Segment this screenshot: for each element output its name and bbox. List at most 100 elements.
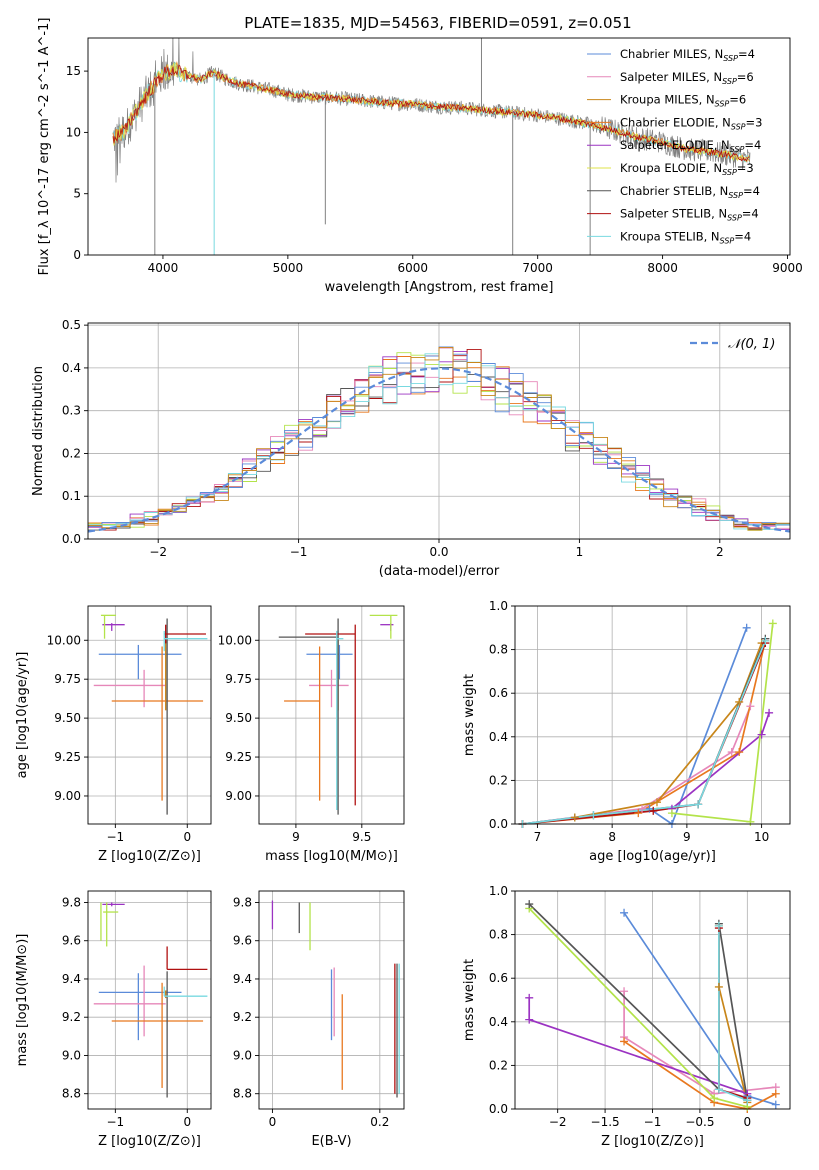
point-marker-salpeter-elodie (525, 1015, 534, 1024)
x-axis-label: age [log10(age/yr)] (589, 849, 716, 864)
point-marker-kroupa-elodie (768, 619, 777, 628)
y-tick-label: 9.4 (62, 972, 81, 986)
x-tick-label: 0.2 (370, 1115, 389, 1129)
axes-frame (87, 605, 212, 825)
y-axis-label: mass weight (462, 674, 477, 756)
legend-subscript: SSP (715, 100, 730, 109)
y-axis-label: mass [log10(M/M⊙)] (15, 934, 30, 1067)
point-marker-kroupa-miles (714, 982, 723, 991)
legend-subscript: SSP (730, 145, 745, 154)
legend-nssp-value: =4 (743, 184, 760, 198)
x-axis-label: wavelength [Angstrom, rest frame] (325, 280, 554, 295)
y-tick-label: 0.4 (489, 1015, 508, 1029)
y-tick-label: 9.25 (54, 750, 81, 764)
y-tick-label: 0.0 (489, 817, 508, 831)
axes-frame (87, 890, 212, 1110)
point-marker-kroupa-elodie (746, 817, 755, 826)
y-tick-label: 0.8 (489, 643, 508, 657)
y-tick-label: 0.2 (489, 773, 508, 787)
x-axis-label: Z [log10(Z/Z⊙)] (601, 1134, 704, 1149)
axes-frame (514, 890, 791, 1110)
legend-label-chabrier-stelib: Chabrier STELIB, NSSP=4 (620, 184, 760, 200)
legend-subscript: SSP (722, 77, 737, 86)
point-marker-salpeter-stelib (649, 806, 658, 815)
point-marker-chabrier-miles (771, 1100, 780, 1109)
x-tick-label: 0 (744, 1115, 752, 1129)
legend-nssp-value: =4 (742, 207, 759, 221)
point-marker-salpeter-miles (638, 804, 647, 813)
legend-label-kroupa-stelib: Kroupa STELIB, NSSP=4 (620, 229, 751, 245)
y-tick-label: 0.5 (62, 318, 81, 332)
y-tick-label: 9.6 (62, 934, 81, 948)
y-tick-label: 0.1 (62, 489, 81, 503)
y-tick-label: 9.6 (233, 934, 252, 948)
y-tick-label: 9.0 (233, 1048, 252, 1062)
x-tick-label: 7000 (522, 261, 553, 275)
age-vs-metallicity-panel: −1 0 9.00 9.25 9.50 9.75 10.00 Z [log10(Z/Z⊙)] a… (15, 605, 212, 864)
legend-nssp-value: =6 (729, 93, 746, 107)
y-tick-label: 10.00 (47, 633, 81, 647)
point-marker-chabrier-elodie (620, 1037, 629, 1046)
point-marker-kroupa-stelib (743, 1096, 752, 1105)
x-axis-label: E(B-V) (311, 1134, 351, 1149)
point-marker-chabrier-elodie (634, 809, 643, 818)
point-marker-salpeter-elodie (525, 993, 534, 1002)
point-marker-kroupa-elodie (710, 1094, 719, 1103)
legend-subscript: SSP (723, 54, 738, 63)
x-tick-label: 2 (716, 545, 724, 559)
point-marker-chabrier-miles (620, 908, 629, 917)
legend-subscript: SSP (727, 214, 742, 223)
x-axis-label: (data-model)/error (379, 564, 500, 579)
legend-label-chabrier-elodie: Chabrier ELODIE, NSSP=3 (620, 115, 762, 131)
point-marker-kroupa-elodie (667, 809, 676, 818)
point-marker-salpeter-miles (727, 748, 736, 757)
x-tick-label: −1 (644, 1115, 662, 1129)
legend-label-normal: 𝒩(0, 1) (728, 337, 775, 352)
x-axis-label: Z [log10(Z/Z⊙)] (98, 849, 201, 864)
y-tick-label: 9.2 (62, 1010, 81, 1024)
point-marker-kroupa-miles (570, 813, 579, 822)
y-tick-label: 10 (66, 125, 81, 139)
x-axis-label: mass [log10(M/M⊙)] (265, 849, 398, 864)
legend-subscript: SSP (728, 191, 743, 200)
mass_vs_Z-plot-area (93, 902, 208, 1098)
y-tick-label: 9.00 (54, 789, 81, 803)
y-tick-label: 0.3 (62, 404, 81, 418)
legend-nssp-value: =3 (737, 161, 754, 175)
x-axis-label: Z [log10(Z/Z⊙)] (98, 1134, 201, 1149)
point-marker-kroupa-miles (652, 798, 661, 807)
y-tick-label: 0.8 (489, 928, 508, 942)
mass-weight-vs-metallicity-panel: −2 −1.5 −1 −0.5 0 0.0 0.2 0.4 0.6 0.8 1.0 Z [log10(… (462, 884, 791, 1149)
mass-vs-metallicity-panel: −1 0 8.8 9.0 9.2 9.4 9.6 9.8 Z [log10(Z/Z⊙)] mass… (15, 890, 212, 1149)
legend-nssp-value: =4 (744, 138, 761, 152)
x-tick-label: −1 (290, 545, 308, 559)
y-tick-label: 9.75 (54, 672, 81, 686)
point-marker-chabrier-elodie (735, 748, 744, 757)
y-tick-label: 9.4 (233, 972, 252, 986)
point-marker-salpeter-elodie (765, 708, 774, 717)
y-tick-label: 1.0 (489, 599, 508, 613)
normal-distribution-curve (88, 367, 790, 533)
y-tick-label: 0.6 (489, 971, 508, 985)
y-tick-label: 0 (73, 248, 81, 262)
age_vs_mass-plot-area (278, 614, 398, 815)
x-tick-label: −2 (149, 545, 167, 559)
x-tick-label: 8000 (647, 261, 678, 275)
legend-label-salpeter-stelib: Salpeter STELIB, NSSP=4 (620, 207, 759, 223)
axes-frame (258, 605, 405, 825)
x-tick-label: −1 (106, 1115, 124, 1129)
spectrum-plot-area (112, 38, 751, 255)
point-marker-kroupa-miles (735, 697, 744, 706)
mass_vs_EBV-plot-area (271, 900, 400, 1098)
axes-frame (258, 890, 405, 1110)
y-tick-label: 10.00 (218, 633, 252, 647)
age_vs_Z-plot-area (93, 614, 208, 815)
point-marker-salpeter-miles (620, 987, 629, 996)
series-line-kroupa-miles (574, 642, 763, 819)
point-marker-kroupa-stelib (714, 921, 723, 930)
figure-title: PLATE=1835, MJD=54563, FIBERID=0591, z=0… (244, 14, 631, 32)
x-tick-label: 1 (576, 545, 584, 559)
x-tick-label: 6000 (397, 261, 428, 275)
point-marker-kroupa-stelib (761, 636, 770, 645)
legend-nssp-value: =6 (737, 70, 754, 84)
